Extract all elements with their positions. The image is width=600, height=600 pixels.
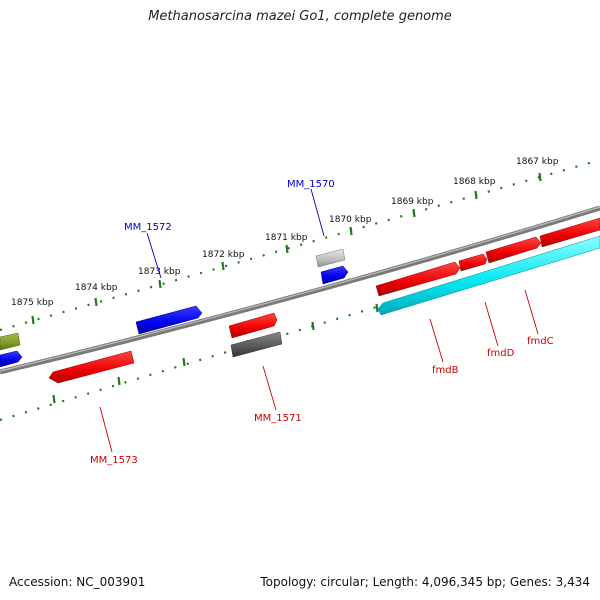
scale-label: 1875 kbp [11,298,54,308]
gene-label-mm1570[interactable]: MM_1570 [287,179,335,190]
gene-feature[interactable] [377,235,600,316]
leader-line [310,188,325,237]
label-leaders [99,188,539,453]
scale-label: 1867 kbp [516,157,559,167]
gene-feature[interactable] [485,236,542,264]
scale-label: 1871 kbp [265,233,308,243]
scale-label: 1870 kbp [329,215,372,225]
gene-label-fmdb[interactable]: fmdB [432,365,459,376]
outer-major-ticks [31,172,542,325]
gene-feature[interactable] [315,248,346,268]
gene-labels: MM_1570 MM_1572 MM_1571 MM_1573 fmdB fmd… [90,179,554,466]
map-title: Methanosarcina mazei Go1, complete genom… [148,9,452,24]
gene-feature[interactable] [228,312,278,339]
gene-feature[interactable] [539,217,600,248]
inner-scale-track [0,238,600,422]
leader-line [429,318,444,363]
genome-backbone [0,205,600,375]
leader-line [146,232,162,279]
accession-text: Accession: NC_003901 [9,575,146,589]
gene-label-mm1572[interactable]: MM_1572 [124,222,172,233]
scale-label: 1869 kbp [391,197,434,207]
gene-feature[interactable] [375,261,461,297]
gene-feature[interactable] [458,253,488,272]
scale-label: 1874 kbp [75,283,118,293]
genome-backbone-highlight [0,206,600,372]
scale-label: 1868 kbp [453,177,496,187]
gene-feature[interactable] [0,332,21,351]
gene-feature[interactable] [48,350,135,384]
gene-feature[interactable] [0,350,23,368]
leader-line [484,301,499,347]
leader-line [524,289,539,335]
gene-label-mm1573[interactable]: MM_1573 [90,455,138,466]
gene-feature[interactable] [135,305,203,335]
gene-label-fmdd[interactable]: fmdD [487,348,515,359]
scale-label: 1872 kbp [202,250,245,260]
leader-line [262,365,277,411]
gene-feature[interactable] [320,265,349,285]
gene-label-mm1571[interactable]: MM_1571 [254,413,302,424]
genome-summary-text: Topology: circular; Length: 4,096,345 bp… [260,575,590,589]
leader-line [99,406,113,453]
gene-feature[interactable] [230,331,283,358]
gene-label-fmdc[interactable]: fmdC [527,336,554,347]
